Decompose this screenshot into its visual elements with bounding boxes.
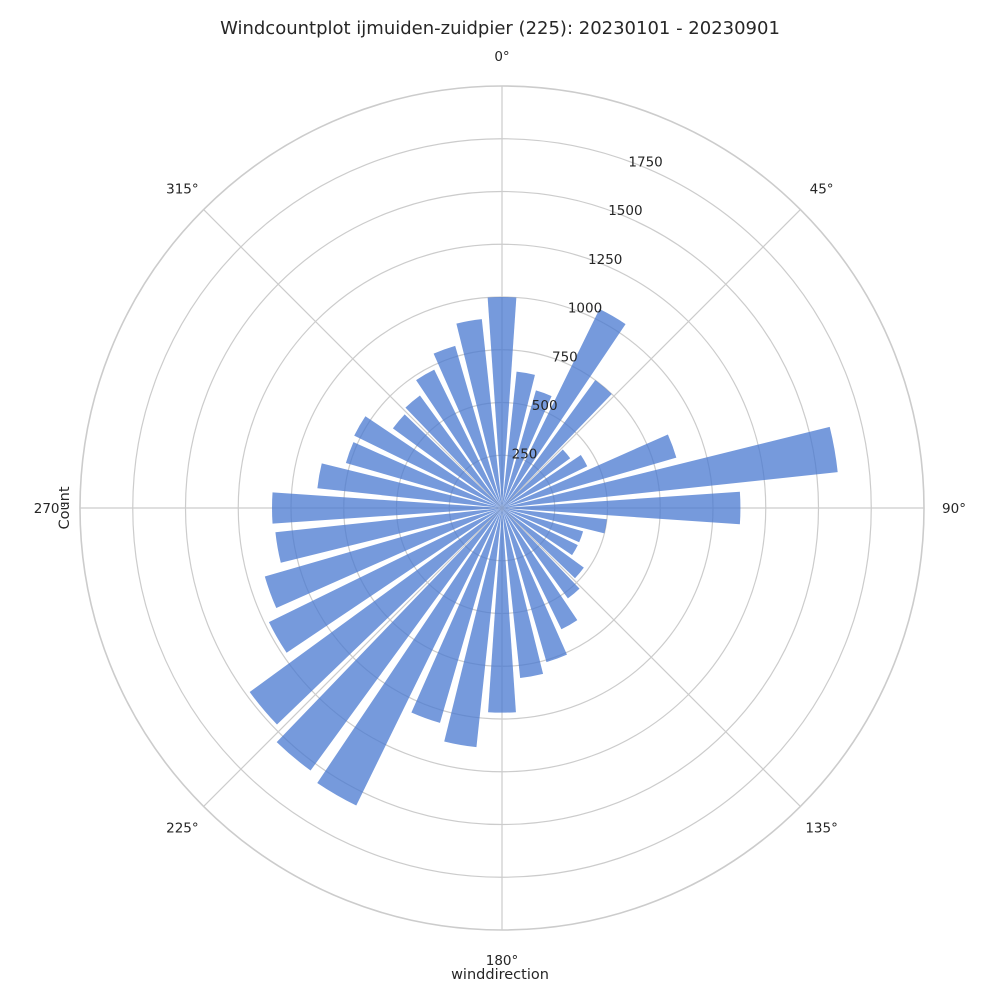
bar-dir-220 (276, 508, 502, 771)
chart-title: Windcountplot ijmuiden-zuidpier (225): 2… (220, 18, 780, 39)
bar-dir-0 (487, 297, 517, 508)
polar-spine (79, 85, 925, 931)
x-axis-label: winddirection (451, 967, 549, 983)
bar-dir-150 (502, 508, 578, 630)
bar-dir-230 (249, 508, 502, 725)
bar-dir-180 (488, 508, 516, 713)
radial-tick-label: 250 (512, 447, 538, 463)
bar-dir-60 (502, 455, 588, 508)
radial-tick-label: 1750 (628, 154, 662, 170)
angle-tick-label: 0° (494, 49, 509, 65)
radial-tick-label: 1250 (588, 252, 622, 268)
angle-tick-label: 315° (166, 181, 199, 197)
bar-dir-130 (502, 508, 584, 579)
bar-dir-10 (502, 371, 535, 508)
bar-dir-190 (444, 508, 502, 748)
bar-dir-260 (275, 508, 502, 563)
bar-dir-140 (502, 508, 580, 599)
bars-group (249, 297, 838, 806)
bar-dir-30 (502, 309, 626, 508)
radial-tick-label: 500 (532, 398, 558, 414)
bar-dir-300 (354, 416, 502, 508)
grid-spoke-315 (203, 209, 503, 509)
angle-tick-label: 180° (486, 953, 519, 969)
bar-dir-200 (411, 508, 502, 723)
bar-dir-170 (502, 508, 544, 678)
radial-tick-label: 750 (552, 349, 578, 365)
bar-dir-250 (264, 508, 502, 609)
bar-dir-160 (502, 508, 567, 663)
bar-dir-280 (317, 463, 502, 508)
bar-dir-120 (502, 508, 578, 556)
radial-tick-labels: 250 500 750 1000 1250 1500 1750 (512, 154, 663, 462)
bar-dir-210 (317, 508, 502, 806)
bar-dir-20 (502, 390, 552, 508)
bar-dir-330 (416, 369, 502, 508)
angle-tick-labels: 0° 45° 90° 135° 180° 225° 270° 315° (34, 49, 966, 969)
bar-dir-320 (405, 395, 502, 508)
angle-tick-label: 270° (34, 501, 67, 517)
angle-tick-label: 225° (166, 821, 199, 837)
bar-dir-350 (456, 319, 502, 508)
y-axis-label: Count (57, 486, 73, 529)
grid-spoke-225 (203, 507, 503, 807)
bar-dir-240 (268, 508, 502, 653)
bar-dir-70 (502, 434, 677, 508)
bar-dir-80 (502, 426, 838, 508)
angle-tick-label: 135° (805, 821, 838, 837)
bar-dir-90 (502, 491, 741, 525)
bar-dir-270 (272, 492, 502, 524)
bar-dir-290 (345, 442, 502, 508)
angle-tick-label: 90° (942, 501, 966, 517)
grid-spoke-45 (501, 209, 801, 509)
grid-spoke-135 (501, 507, 801, 807)
radial-tick-label: 1000 (568, 301, 602, 317)
angle-tick-label: 45° (810, 181, 834, 197)
bar-dir-110 (502, 508, 584, 543)
radial-tick-label: 1500 (608, 203, 642, 219)
bar-dir-40 (502, 380, 612, 508)
bar-dir-100 (502, 508, 607, 534)
bar-dir-50 (502, 449, 571, 508)
bar-dir-310 (392, 414, 502, 508)
bar-dir-340 (433, 345, 502, 508)
